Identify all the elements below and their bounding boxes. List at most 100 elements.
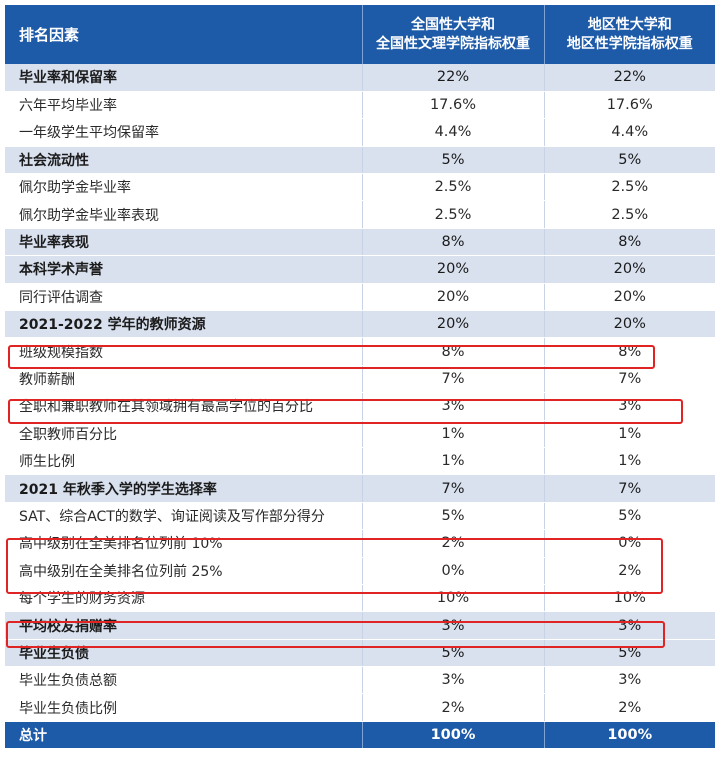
- category-row: 毕业率和保留率 22% 22%: [5, 64, 715, 92]
- regional-weight: 7%: [544, 474, 715, 503]
- regional-weight: 1%: [544, 420, 715, 448]
- factor-label: 全职教师百分比: [5, 420, 363, 448]
- regional-weight: 7%: [544, 365, 715, 394]
- factor-label: 佩尔助学金毕业率: [5, 173, 363, 202]
- national-weight: 4.4%: [362, 118, 545, 147]
- category-row: 本科学术声誉 20% 20%: [5, 255, 715, 284]
- table-row: 班级规模指数 8% 8%: [5, 337, 715, 366]
- category-row: 毕业生负债 5% 5%: [5, 639, 715, 668]
- factor-label: 社会流动性: [5, 146, 363, 175]
- regional-weight: 17.6%: [544, 91, 715, 120]
- table-row: 每个学生的财务资源 10% 10%: [5, 584, 715, 613]
- table-row: 高中级别在全美排名位列前 10% 2% 0%: [5, 529, 715, 558]
- table-header: 排名因素 全国性大学和 全国性文理学院指标权重 地区性大学和 地区性学院指标权重: [5, 5, 715, 64]
- regional-weight: 0%: [544, 529, 715, 558]
- ranking-factors-table: 排名因素 全国性大学和 全国性文理学院指标权重 地区性大学和 地区性学院指标权重…: [5, 5, 715, 750]
- factor-label: 2021 年秋季入学的学生选择率: [5, 474, 363, 503]
- table-body: 毕业率和保留率 22% 22% 六年平均毕业率 17.6% 17.6% 一年级学生平均保留率…: [5, 64, 715, 750]
- factor-label: 师生比例: [5, 447, 363, 476]
- national-weight: 1%: [362, 420, 545, 448]
- national-weight: 2%: [362, 693, 545, 722]
- category-row: 毕业率表现 8% 8%: [5, 228, 715, 257]
- national-weight: 7%: [362, 365, 545, 394]
- table-row: 佩尔助学金毕业率表现 2.5% 2.5%: [5, 200, 715, 229]
- category-row: 平均校友捐赠率 3% 3%: [5, 611, 715, 640]
- factor-label: 毕业生负债比例: [5, 693, 363, 722]
- national-weight: 2%: [362, 529, 545, 558]
- category-row: 社会流动性 5% 5%: [5, 146, 715, 175]
- national-weight: 5%: [362, 639, 545, 668]
- table-row: 佩尔助学金毕业率 2.5% 2.5%: [5, 173, 715, 202]
- table-row: 同行评估调查 20% 20%: [5, 283, 715, 312]
- national-weight: 3%: [362, 611, 545, 640]
- regional-weight: 8%: [544, 337, 715, 366]
- table-row: 全职教师百分比 1% 1%: [5, 420, 715, 448]
- factor-label: 一年级学生平均保留率: [5, 118, 363, 147]
- national-weight: 1%: [362, 447, 545, 476]
- table-row: 一年级学生平均保留率 4.4% 4.4%: [5, 118, 715, 147]
- factor-label: 毕业率和保留率: [5, 64, 363, 92]
- national-weight: 8%: [362, 228, 545, 257]
- regional-weight: 10%: [544, 584, 715, 613]
- factor-label: 平均校友捐赠率: [5, 611, 363, 640]
- regional-weight: 22%: [544, 64, 715, 92]
- regional-weight: 3%: [544, 392, 715, 421]
- total-row: 总计 100% 100%: [5, 721, 715, 750]
- regional-weight: 1%: [544, 447, 715, 476]
- factor-label: 同行评估调查: [5, 283, 363, 312]
- factor-label: 毕业生负债: [5, 639, 363, 668]
- factor-label: 佩尔助学金毕业率表现: [5, 200, 363, 229]
- factor-label: 毕业率表现: [5, 228, 363, 257]
- national-weight: 22%: [362, 64, 545, 92]
- table-row: 教师薪酬 7% 7%: [5, 365, 715, 394]
- table-row: 毕业生负债总额 3% 3%: [5, 666, 715, 695]
- national-weight: 5%: [362, 502, 545, 531]
- factor-label: 高中级别在全美排名位列前 25%: [5, 557, 363, 585]
- national-weight: 17.6%: [362, 91, 545, 120]
- national-weight: 10%: [362, 584, 545, 613]
- factor-label: 班级规模指数: [5, 337, 363, 366]
- header-regional: 地区性大学和 地区性学院指标权重: [544, 5, 715, 64]
- factor-label: 高中级别在全美排名位列前 10%: [5, 529, 363, 558]
- regional-weight: 8%: [544, 228, 715, 257]
- regional-weight: 20%: [544, 255, 715, 284]
- category-row: 2021-2022 学年的教师资源 20% 20%: [5, 310, 715, 339]
- factor-label: 毕业生负债总额: [5, 666, 363, 695]
- regional-weight: 20%: [544, 310, 715, 339]
- factor-label: 本科学术声誉: [5, 255, 363, 284]
- regional-weight: 2%: [544, 693, 715, 722]
- national-weight: 3%: [362, 666, 545, 695]
- regional-weight: 3%: [544, 666, 715, 695]
- regional-weight: 2%: [544, 557, 715, 585]
- factor-label: 2021-2022 学年的教师资源: [5, 310, 363, 339]
- regional-weight: 5%: [544, 502, 715, 531]
- table-row: SAT、综合ACT的数学、询证阅读及写作部分得分 5% 5%: [5, 502, 715, 531]
- regional-weight: 2.5%: [544, 173, 715, 202]
- national-weight: 5%: [362, 146, 545, 175]
- national-weight: 3%: [362, 392, 545, 421]
- header-regional-line1: 地区性大学和: [587, 16, 672, 33]
- table-row: 师生比例 1% 1%: [5, 447, 715, 476]
- header-national: 全国性大学和 全国性文理学院指标权重: [362, 5, 545, 64]
- total-regional: 100%: [544, 721, 715, 750]
- table-row: 全职和兼职教师在其领域拥有最高学位的百分比 3% 3%: [5, 392, 715, 421]
- national-weight: 20%: [362, 310, 545, 339]
- header-national-line1: 全国性大学和: [411, 16, 495, 33]
- table-row: 六年平均毕业率 17.6% 17.6%: [5, 91, 715, 120]
- header-regional-line2: 地区性学院指标权重: [566, 35, 693, 52]
- table-row: 毕业生负债比例 2% 2%: [5, 693, 715, 722]
- regional-weight: 3%: [544, 611, 715, 640]
- national-weight: 2.5%: [362, 173, 545, 202]
- national-weight: 2.5%: [362, 200, 545, 229]
- national-weight: 7%: [362, 474, 545, 503]
- factor-label: 六年平均毕业率: [5, 91, 363, 120]
- total-label: 总计: [5, 721, 363, 750]
- national-weight: 8%: [362, 337, 545, 366]
- total-national: 100%: [362, 721, 545, 750]
- regional-weight: 2.5%: [544, 200, 715, 229]
- regional-weight: 5%: [544, 146, 715, 175]
- regional-weight: 4.4%: [544, 118, 715, 147]
- factor-label: 教师薪酬: [5, 365, 363, 394]
- table-row: 高中级别在全美排名位列前 25% 0% 2%: [5, 557, 715, 585]
